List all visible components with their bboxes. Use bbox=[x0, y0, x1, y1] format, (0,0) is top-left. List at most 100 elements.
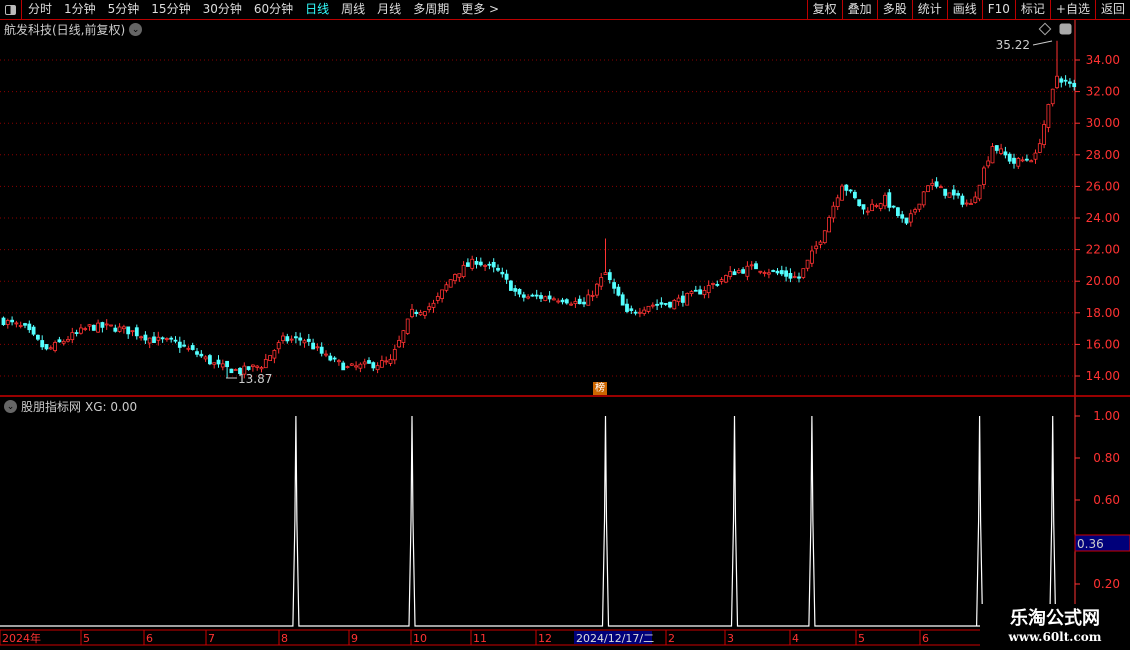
candle[interactable] bbox=[564, 298, 569, 305]
candle[interactable] bbox=[904, 217, 909, 226]
candle[interactable] bbox=[319, 342, 324, 357]
candle[interactable] bbox=[160, 336, 165, 343]
candle[interactable] bbox=[1055, 40, 1059, 90]
candle[interactable] bbox=[668, 301, 672, 309]
candle[interactable] bbox=[414, 309, 419, 317]
period-tab[interactable]: 1分钟 bbox=[64, 2, 96, 16]
candle[interactable] bbox=[384, 356, 389, 365]
candle[interactable] bbox=[951, 185, 956, 200]
candle[interactable] bbox=[805, 259, 810, 272]
candle[interactable] bbox=[921, 190, 926, 208]
candle[interactable] bbox=[362, 358, 367, 369]
candle[interactable] bbox=[220, 359, 225, 371]
candle[interactable] bbox=[577, 295, 582, 305]
candle[interactable] bbox=[526, 294, 530, 300]
candle[interactable] bbox=[169, 336, 174, 343]
candle[interactable] bbox=[100, 321, 105, 333]
chevron-down-icon[interactable]: ⌄ bbox=[4, 400, 17, 413]
toolbar-button[interactable]: 返回 bbox=[1094, 0, 1130, 20]
candle[interactable] bbox=[1033, 149, 1038, 164]
toolbar-button[interactable]: 叠加 bbox=[841, 0, 877, 20]
candle[interactable] bbox=[792, 271, 797, 279]
candle[interactable] bbox=[113, 324, 118, 333]
candle[interactable] bbox=[281, 332, 285, 344]
candle[interactable] bbox=[878, 202, 883, 212]
candle[interactable] bbox=[681, 291, 685, 307]
candle[interactable] bbox=[487, 261, 492, 270]
diamond-icon[interactable] bbox=[1038, 22, 1052, 36]
candle[interactable] bbox=[246, 366, 251, 371]
period-tab[interactable]: 30分钟 bbox=[202, 2, 242, 16]
candle[interactable] bbox=[57, 336, 62, 343]
candle[interactable] bbox=[18, 321, 23, 329]
candle[interactable] bbox=[289, 335, 294, 343]
candle[interactable] bbox=[315, 343, 320, 351]
candle[interactable] bbox=[964, 199, 969, 207]
candle[interactable] bbox=[263, 353, 268, 369]
candle[interactable] bbox=[973, 191, 978, 204]
candle[interactable] bbox=[788, 268, 793, 283]
candle[interactable] bbox=[238, 367, 242, 377]
candle[interactable] bbox=[1020, 156, 1025, 163]
candle[interactable] bbox=[887, 188, 892, 212]
candle[interactable] bbox=[332, 356, 337, 363]
candle[interactable] bbox=[483, 264, 488, 271]
candle[interactable] bbox=[676, 294, 681, 306]
candle[interactable] bbox=[784, 266, 788, 282]
candle[interactable] bbox=[926, 185, 930, 193]
candle[interactable] bbox=[612, 278, 616, 294]
candle[interactable] bbox=[513, 285, 518, 297]
candle[interactable] bbox=[917, 203, 922, 213]
candle[interactable] bbox=[147, 337, 152, 349]
candle[interactable] bbox=[569, 301, 573, 306]
candle[interactable] bbox=[1003, 146, 1008, 159]
candle[interactable] bbox=[31, 325, 36, 337]
candle[interactable] bbox=[706, 280, 711, 299]
candle[interactable] bbox=[994, 145, 999, 154]
candle[interactable] bbox=[457, 273, 462, 282]
candle[interactable] bbox=[328, 352, 333, 362]
candle[interactable] bbox=[818, 240, 823, 249]
candle[interactable] bbox=[999, 143, 1003, 155]
candle[interactable] bbox=[616, 284, 621, 297]
candle[interactable] bbox=[711, 282, 715, 290]
candle[interactable] bbox=[582, 297, 586, 308]
candle[interactable] bbox=[250, 364, 255, 372]
candle[interactable] bbox=[345, 365, 350, 369]
candle[interactable] bbox=[453, 273, 457, 285]
candle[interactable] bbox=[212, 362, 217, 369]
candle[interactable] bbox=[896, 206, 900, 218]
candle[interactable] bbox=[164, 337, 169, 342]
candle[interactable] bbox=[547, 291, 552, 303]
candle[interactable] bbox=[736, 268, 741, 274]
candle[interactable] bbox=[767, 268, 771, 279]
candle[interactable] bbox=[607, 269, 612, 284]
candle[interactable] bbox=[96, 319, 100, 333]
candle[interactable] bbox=[698, 285, 702, 295]
candle[interactable] bbox=[861, 204, 866, 215]
candle[interactable] bbox=[341, 360, 346, 371]
candle[interactable] bbox=[977, 184, 982, 202]
candle[interactable] bbox=[23, 322, 27, 329]
candle[interactable] bbox=[556, 298, 561, 304]
candle[interactable] bbox=[625, 298, 629, 314]
candle[interactable] bbox=[508, 279, 513, 291]
candle[interactable] bbox=[521, 291, 526, 302]
candle[interactable] bbox=[40, 335, 45, 350]
candle[interactable] bbox=[117, 323, 122, 333]
candle[interactable] bbox=[586, 289, 591, 306]
candle[interactable] bbox=[130, 330, 135, 337]
candle[interactable] bbox=[478, 257, 483, 267]
candle[interactable] bbox=[939, 184, 943, 189]
candle[interactable] bbox=[306, 333, 311, 346]
candle[interactable] bbox=[444, 281, 449, 293]
period-tab[interactable]: 15分钟 bbox=[151, 2, 191, 16]
candle[interactable] bbox=[182, 339, 187, 348]
period-tab[interactable]: 多周期 bbox=[413, 2, 450, 16]
candle[interactable] bbox=[1007, 152, 1012, 165]
candle[interactable] bbox=[173, 336, 178, 344]
candle[interactable] bbox=[302, 338, 307, 348]
candle[interactable] bbox=[732, 268, 737, 276]
candle[interactable] bbox=[79, 324, 83, 335]
